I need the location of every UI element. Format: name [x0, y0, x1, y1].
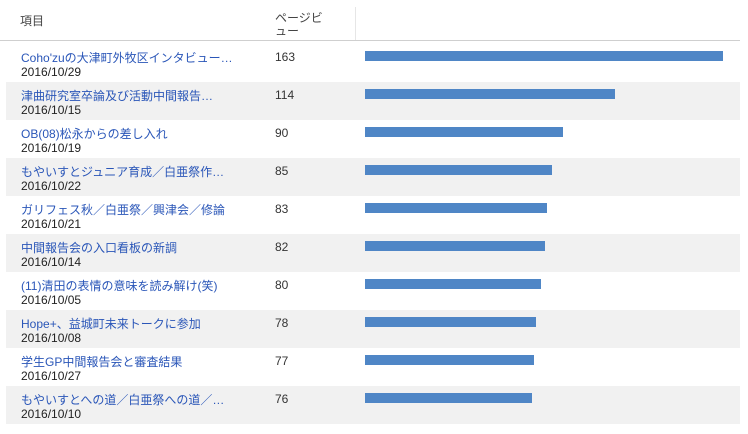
table-row: もやいすとジュニア育成／白亜祭作… 2016/10/22 85 — [6, 158, 740, 196]
pageview-count: 90 — [275, 126, 289, 140]
post-date: 2016/10/14 — [21, 255, 82, 269]
post-date: 2016/10/22 — [21, 179, 82, 193]
post-date: 2016/10/29 — [21, 65, 82, 79]
table-row: OB(08)松永からの差し入れ 2016/10/19 90 — [6, 120, 740, 158]
table-row: 津曲研究室卒論及び活動中間報告… 2016/10/15 114 — [6, 82, 740, 120]
header-divider — [355, 7, 356, 40]
post-title-link[interactable]: (11)清田の表情の意味を読み解け(笑) — [21, 279, 218, 293]
post-title-link[interactable]: もやいすとへの道／白亜祭への道／… — [21, 393, 225, 407]
pageview-bar — [365, 393, 532, 403]
pageview-bar — [365, 203, 547, 213]
post-date: 2016/10/21 — [21, 217, 82, 231]
pageview-count: 83 — [275, 202, 289, 216]
post-title-link[interactable]: 中間報告会の入口看板の新調 — [21, 241, 178, 255]
pageview-count: 77 — [275, 354, 289, 368]
table-row: 中間報告会の入口看板の新調 2016/10/14 82 — [6, 234, 740, 272]
post-date: 2016/10/08 — [21, 331, 82, 345]
post-title-link[interactable]: Coho'zuの大津町外牧区インタビュー… — [21, 51, 233, 65]
pageview-bar — [365, 241, 545, 251]
table-header: 項目 ページビュー — [0, 0, 740, 41]
pageview-count: 163 — [275, 50, 296, 64]
item-column-header: 項目 — [20, 14, 45, 28]
pageview-bar — [365, 127, 563, 137]
table-row: Hope+、益城町未来トークに参加 2016/10/08 78 — [6, 310, 740, 348]
report-rows: Coho'zuの大津町外牧区インタビュー… 2016/10/29 163 津曲研究室卒… — [6, 44, 740, 424]
post-date: 2016/10/05 — [21, 293, 82, 307]
post-title-link[interactable]: もやいすとジュニア育成／白亜祭作… — [21, 165, 225, 179]
post-title-link[interactable]: OB(08)松永からの差し入れ — [21, 127, 168, 141]
pageview-bar — [365, 89, 615, 99]
post-title-link[interactable]: Hope+、益城町未来トークに参加 — [21, 317, 201, 331]
post-title-link[interactable]: ガリフェス秋／白亜祭／興津会／修論 — [21, 203, 226, 217]
table-row: Coho'zuの大津町外牧区インタビュー… 2016/10/29 163 — [6, 44, 740, 82]
table-row: 学生GP中間報告会と審査結果 2016/10/27 77 — [6, 348, 740, 386]
pageview-count: 78 — [275, 316, 289, 330]
table-row: (11)清田の表情の意味を読み解け(笑) 2016/10/05 80 — [6, 272, 740, 310]
pageview-bar — [365, 317, 536, 327]
pageview-count: 85 — [275, 164, 289, 178]
pageview-bar — [365, 279, 541, 289]
pageview-count: 76 — [275, 392, 289, 406]
table-row: もやいすとへの道／白亜祭への道／… 2016/10/10 76 — [6, 386, 740, 424]
post-date: 2016/10/27 — [21, 369, 82, 383]
post-date: 2016/10/19 — [21, 141, 82, 155]
pageviews-column-header: ページビュー — [275, 11, 323, 38]
pageview-count: 82 — [275, 240, 289, 254]
pageview-bar — [365, 165, 552, 175]
post-title-link[interactable]: 学生GP中間報告会と審査結果 — [21, 355, 183, 369]
post-title-link[interactable]: 津曲研究室卒論及び活動中間報告… — [21, 89, 214, 103]
pageview-bar — [365, 355, 534, 365]
post-date: 2016/10/15 — [21, 103, 82, 117]
pageview-count: 80 — [275, 278, 289, 292]
table-row: ガリフェス秋／白亜祭／興津会／修論 2016/10/21 83 — [6, 196, 740, 234]
pageview-count: 114 — [275, 88, 295, 102]
post-date: 2016/10/10 — [21, 407, 82, 421]
pageview-bar — [365, 51, 723, 61]
